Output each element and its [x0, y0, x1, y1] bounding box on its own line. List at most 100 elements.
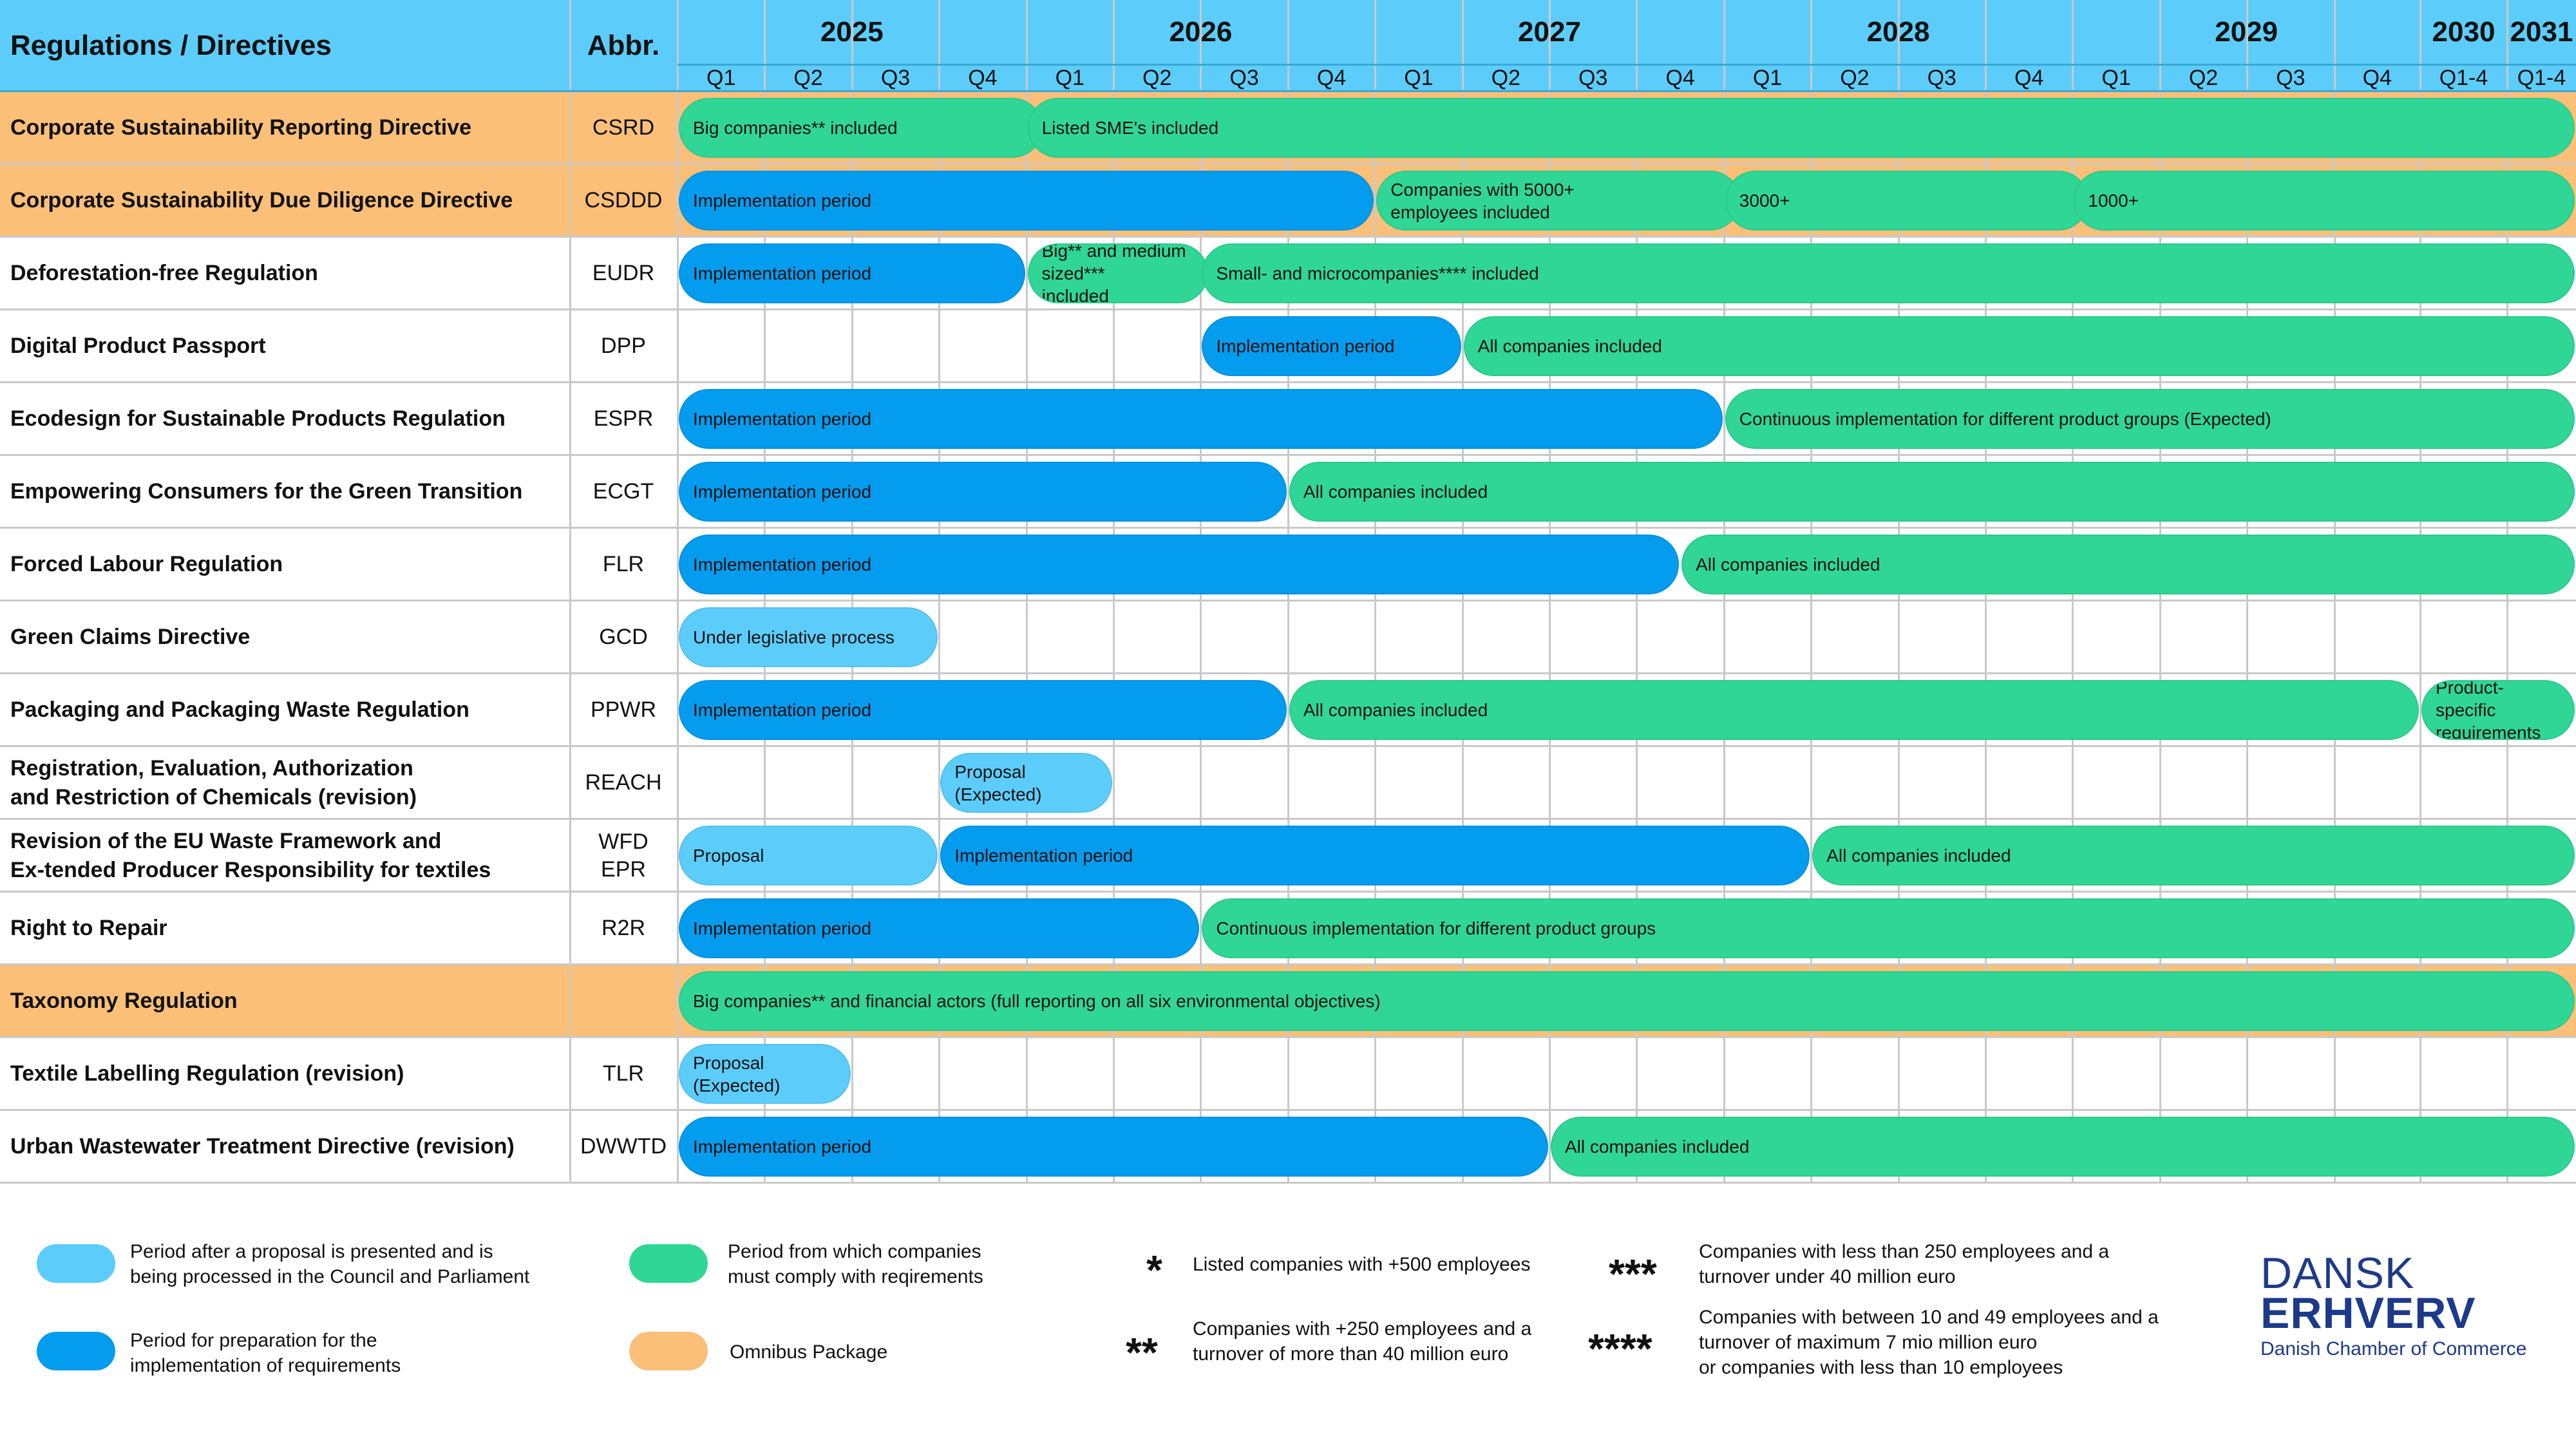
- timeline-bar-proposal: Proposal (Expected): [679, 1044, 851, 1104]
- timeline-bar-compliance: Companies with 5000+ employees included: [1376, 171, 1740, 231]
- timeline-bar-compliance: All companies included: [1463, 316, 2575, 376]
- regulation-abbr: FLR: [602, 552, 645, 577]
- timeline-bar-proposal: Proposal (Expected): [940, 753, 1112, 813]
- regulation-name: Green Claims Directive: [10, 625, 251, 650]
- timeline-bar-compliance: All companies included: [1289, 462, 2575, 522]
- year-label: 2029: [2215, 16, 2278, 48]
- quarter-label: Q2: [2188, 66, 2219, 90]
- quarter-label: Q1: [1404, 66, 1434, 90]
- legend-swatch-implementation: [37, 1332, 115, 1370]
- legend-swatch-omnibus: [629, 1332, 708, 1370]
- column-divider: [569, 0, 571, 1183]
- timeline-bar-compliance: All companies included: [1812, 826, 2575, 886]
- timeline-bar-compliance: 1000+: [2074, 171, 2575, 231]
- regulation-name: Corporate Sustainability Reporting Direc…: [10, 115, 472, 140]
- quarter-label: Q3: [1578, 66, 1608, 90]
- regulation-abbr: ECGT: [592, 479, 654, 504]
- legend-swatch-proposal: [37, 1244, 115, 1283]
- logo-line-3: Danish Chamber of Commerce: [2260, 1338, 2527, 1359]
- footnote-stars-4: ****: [1588, 1325, 1653, 1372]
- regulation-name: Revision of the EU Waste Framework and E…: [10, 829, 491, 882]
- timeline-bar-implementation: Implementation period: [679, 898, 1200, 958]
- regulation-abbr: R2R: [601, 916, 646, 941]
- quarter-label: Q4: [1316, 66, 1347, 90]
- regulation-name: Textile Labelling Regulation (revision): [10, 1061, 404, 1086]
- quarter-label: Q3: [1229, 66, 1259, 90]
- timeline-bar-proposal: Proposal: [679, 826, 938, 886]
- timeline-bar-implementation: Implementation period: [679, 389, 1723, 449]
- timeline-bar-compliance: Product- specific requirements: [2421, 680, 2575, 740]
- quarter-label: Q3: [880, 66, 911, 90]
- header-divider: [677, 64, 2576, 66]
- regulation-name: Registration, Evaluation, Authorization …: [10, 756, 417, 810]
- footnote-text-3: Companies with less than 250 employees a…: [1699, 1241, 2110, 1287]
- timeline-bar-implementation: Implementation period: [679, 462, 1287, 522]
- timeline-bar-implementation: Implementation period: [679, 171, 1374, 231]
- regulation-abbr: PPWR: [591, 697, 656, 723]
- quarter-label: Q4: [1665, 66, 1695, 90]
- quarter-label: Q1: [1752, 66, 1783, 90]
- regulation-name: Deforestation-free Regulation: [10, 261, 318, 286]
- regulation-name: Forced Labour Regulation: [10, 552, 283, 577]
- year-label: 2031: [2510, 16, 2573, 48]
- timeline-bar-compliance: All companies included: [1289, 680, 2419, 740]
- quarter-label: Q3: [2276, 66, 2306, 90]
- timeline-bar-compliance: All companies included: [1681, 535, 2575, 594]
- regulation-abbr: [570, 965, 677, 1037]
- quarter-label: Q3: [1927, 66, 1956, 90]
- regulation-abbr: ESPR: [593, 406, 654, 431]
- timeline-bar-compliance: Small- and microcompanies**** included: [1202, 243, 2575, 303]
- footnote-text-4: Companies with between 10 and 49 employe…: [1699, 1307, 2159, 1378]
- timeline-bar-compliance: Continuous implementation for different …: [1725, 389, 2575, 449]
- quarter-label: Q2: [1142, 66, 1172, 90]
- quarter-label: Q1: [2101, 66, 2131, 90]
- quarter-label: Q4: [2014, 66, 2044, 90]
- quarter-label: Q1: [706, 66, 736, 90]
- footnote-text-2: Companies with +250 employees and a turn…: [1193, 1318, 1532, 1365]
- logo-line-2: ERHVERV: [2260, 1289, 2476, 1338]
- regulation-abbr: REACH: [585, 770, 662, 795]
- regulation-abbr: EUDR: [592, 261, 655, 286]
- year-label: 2030: [2432, 16, 2496, 48]
- regulation-name: Ecodesign for Sustainable Products Regul…: [10, 406, 506, 431]
- quarter-label: Q2: [793, 66, 823, 90]
- timeline-bar-implementation: Implementation period: [679, 243, 1025, 303]
- legend-swatch-compliance: [629, 1244, 708, 1283]
- regulation-abbr: DWWTD: [580, 1134, 667, 1159]
- footnote-text-1: Listed companies with +500 employees: [1193, 1254, 1531, 1275]
- column-divider: [677, 0, 679, 1183]
- regulation-name: Taxonomy Regulation: [10, 989, 238, 1014]
- timeline-bar-implementation: Implementation period: [679, 1117, 1548, 1177]
- regulation-abbr: DPP: [601, 334, 646, 359]
- quarter-label: Q1-4: [2517, 66, 2566, 90]
- quarter-label: Q1: [1055, 66, 1084, 90]
- regulation-abbr: TLR: [602, 1061, 645, 1086]
- legend-text-implementation: Period for preparation for the implement…: [130, 1330, 401, 1376]
- legend-text-compliance: Period from which companies must comply …: [728, 1241, 983, 1287]
- regulation-abbr: GCD: [599, 625, 648, 650]
- timeline-bar-implementation: Implementation period: [679, 535, 1680, 594]
- timeline-bar-compliance: 3000+: [1725, 171, 2089, 231]
- footnote-stars-3: ***: [1609, 1251, 1657, 1297]
- regulation-abbr: WFD EPR: [598, 829, 649, 882]
- regulation-name: Corporate Sustainability Due Diligence D…: [10, 188, 513, 213]
- quarter-label: Q2: [1491, 66, 1520, 90]
- legend-text-omnibus: Omnibus Package: [730, 1341, 888, 1363]
- timeline-bar-compliance: Listed SME's included: [1027, 98, 2575, 158]
- legend-text-proposal: Period after a proposal is presented and…: [130, 1241, 530, 1287]
- timeline-bar-implementation: Implementation period: [940, 826, 1810, 886]
- regulation-name: Right to Repair: [10, 916, 167, 941]
- timeline-bar-proposal: Under legislative process: [679, 607, 938, 667]
- logo-line-1: DANSK: [2260, 1249, 2415, 1298]
- regulation-abbr: CSDDD: [584, 188, 663, 213]
- timeline-bar-compliance: Big** and medium sized*** included: [1027, 243, 1208, 303]
- timeline-bar-compliance: Continuous implementation for different …: [1202, 898, 2575, 958]
- quarter-label: Q4: [968, 66, 998, 90]
- timeline-bar-compliance: Big companies** included: [679, 98, 1043, 158]
- regulation-abbr: CSRD: [592, 115, 655, 140]
- quarter-label: Q1-4: [2439, 66, 2488, 90]
- timeline-bar-compliance: Big companies** and financial actors (fu…: [679, 971, 2575, 1031]
- regulation-name: Digital Product Passport: [10, 334, 266, 359]
- timeline-bar-implementation: Implementation period: [679, 680, 1287, 740]
